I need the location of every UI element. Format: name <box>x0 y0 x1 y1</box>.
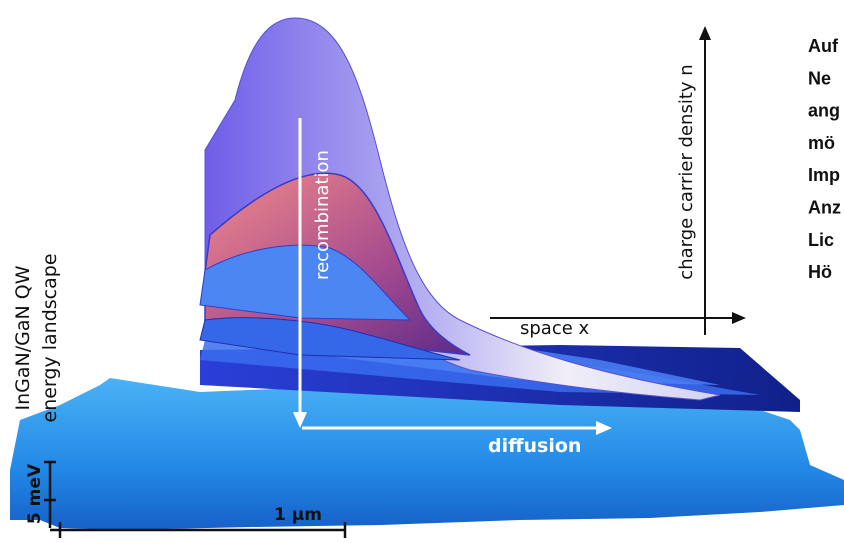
side-text-line: Ne <box>808 68 831 88</box>
landscape-label: InGaN/GaN QW <box>12 265 34 410</box>
side-text-line: Hö <box>808 262 832 282</box>
side-text-line: Auf <box>808 36 839 56</box>
space-axis-label: space x <box>520 318 590 339</box>
side-text: Auf Ne ang mö Imp Anz Lic Hö <box>808 36 841 282</box>
side-text-line: ang <box>808 101 840 121</box>
figure: recombination charge carrier density n s… <box>0 0 844 543</box>
energy-scale-label: 5 meV <box>25 463 45 524</box>
side-text-line: Imp <box>808 165 840 185</box>
landscape-label: energy landscape <box>39 253 61 422</box>
side-text-line: Lic <box>808 230 834 250</box>
length-scale-label: 1 µm <box>274 505 322 525</box>
arrow-head <box>699 26 711 40</box>
side-text-line: mö <box>808 133 835 153</box>
side-text-line: Anz <box>808 198 841 218</box>
density-axis-label: charge carrier density n <box>676 64 697 279</box>
recombination-label: recombination <box>312 150 333 280</box>
arrow-head <box>732 312 746 324</box>
diffusion-label: diffusion <box>488 435 581 457</box>
